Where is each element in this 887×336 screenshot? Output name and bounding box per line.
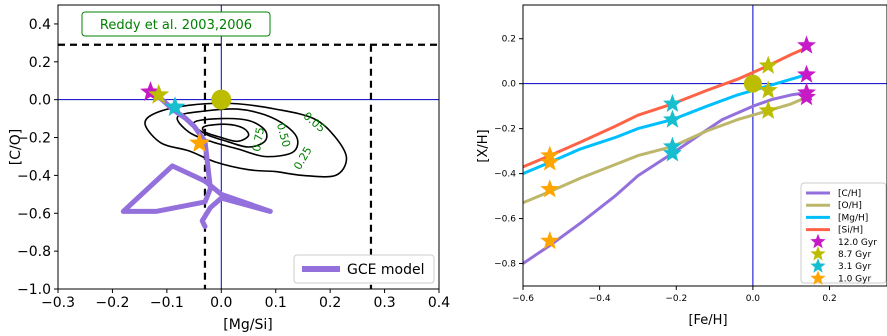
x-tick-label: −0.2 — [95, 295, 129, 311]
age-marker-star — [662, 109, 682, 128]
contour-label: 0.25 — [291, 144, 315, 172]
annotation-text: Reddy et al. 2003,2006 — [100, 18, 252, 33]
y-tick-label: −0.4 — [17, 168, 51, 184]
legend-label: [Si/H] — [838, 226, 863, 236]
age-marker-star — [540, 179, 560, 198]
age-marker-star — [758, 80, 778, 99]
left-axes-frame — [57, 4, 440, 290]
x-tick-label: −0.3 — [41, 295, 75, 311]
right-legend: [C/H] [O/H] [Mg/H] [Si/H] 12.0 Gyr 8.7 Gyr 3.1… — [800, 182, 887, 285]
age-marker-star — [758, 100, 778, 119]
age-marker-star — [797, 35, 816, 54]
x-tick-label: 0.4 — [428, 295, 450, 311]
x-tick-label: −0.4 — [589, 294, 611, 304]
legend-label-gce: GCE model — [347, 262, 425, 278]
contour-line — [144, 102, 348, 178]
x-tick-label: 0.2 — [319, 295, 341, 311]
left-legend: GCE model — [293, 254, 435, 284]
x-tick-label: 0.1 — [265, 295, 287, 311]
age-marker-star — [797, 87, 816, 106]
y-tick-label: −0.2 — [17, 131, 51, 147]
y-tick-label: −0.8 — [494, 260, 516, 270]
legend-swatch-star — [810, 246, 826, 261]
panel-left: 0.05 0.250.50 0.75 −0.3 −0.2 −0.1 0.0 0.1 0.2 0.… — [8, 4, 450, 333]
y-tick-label: 0.0 — [502, 80, 517, 90]
y-tick-label: −0.4 — [494, 170, 516, 180]
legend-label: 3.1 Gyr — [838, 262, 871, 272]
x-tick-label: 0.0 — [746, 294, 761, 304]
right-ylabel: [X/H] — [476, 129, 491, 162]
y-tick-label: −0.6 — [17, 206, 51, 222]
age-marker-star — [148, 83, 170, 104]
right-axes-frame — [522, 4, 887, 287]
legend-swatch-star — [810, 258, 826, 273]
age-marker-star — [797, 64, 816, 83]
x-tick-label: 0.0 — [210, 295, 232, 311]
x-tick-label: 0.3 — [373, 295, 395, 311]
gce-model-line — [120, 91, 273, 229]
y-tick-label: 0.0 — [29, 93, 51, 109]
contour-label: 0.05 — [301, 109, 328, 135]
y-tick-label: −0.6 — [494, 215, 516, 225]
age-marker-star — [758, 55, 778, 74]
age-marker-star — [662, 143, 682, 162]
panel-right: −0.6 −0.4 −0.2 0.0 0.2 −0.8 −0.6 −0.4 −0.2 0.0 0.2… — [476, 4, 887, 328]
contour-line — [192, 117, 268, 148]
age-marker-star — [662, 93, 682, 112]
x-tick-label: −0.1 — [150, 295, 184, 311]
y-tick-label: 0.2 — [502, 35, 516, 45]
solar-point — [211, 89, 232, 110]
solar-point — [743, 74, 762, 93]
annotation-box — [81, 11, 271, 37]
legend-swatch-star — [810, 233, 826, 249]
age-marker-star — [164, 96, 186, 117]
series-line — [523, 91, 807, 265]
legend-label: [O/H] — [838, 201, 862, 211]
legend-box — [800, 182, 887, 284]
x-tick-label: −0.2 — [665, 294, 687, 304]
contour-label: 0.75 — [250, 126, 267, 152]
left-ylabel: [C/O] — [8, 129, 24, 165]
y-tick-label: −1.0 — [17, 282, 51, 298]
legend-label: [C/H] — [838, 189, 861, 199]
y-tick-label: −0.2 — [494, 125, 516, 135]
legend-label: 8.7 Gyr — [838, 250, 871, 260]
left-xlabel: [Mg/Si] — [223, 317, 272, 333]
x-tick-label: 0.2 — [822, 294, 836, 304]
y-tick-label: 0.4 — [29, 17, 51, 33]
x-tick-label: −0.6 — [512, 294, 534, 304]
age-marker-star — [140, 81, 161, 101]
legend-label: 12.0 Gyr — [838, 238, 877, 248]
age-marker-star — [540, 231, 560, 250]
contour-label: 0.50 — [274, 122, 293, 149]
y-tick-label: 0.2 — [29, 55, 51, 71]
left-annotation: Reddy et al. 2003,2006 — [81, 11, 271, 37]
right-xlabel: [Fe/H] — [688, 313, 727, 328]
legend-swatch-star — [810, 270, 826, 285]
legend-label: 1.0 Gyr — [838, 274, 871, 284]
age-marker-star — [189, 132, 210, 153]
legend-label: [Mg/H] — [838, 213, 868, 223]
y-tick-label: −0.8 — [17, 244, 51, 260]
age-marker-star — [540, 152, 560, 171]
legend-box — [293, 254, 435, 284]
contour-line — [201, 123, 250, 143]
